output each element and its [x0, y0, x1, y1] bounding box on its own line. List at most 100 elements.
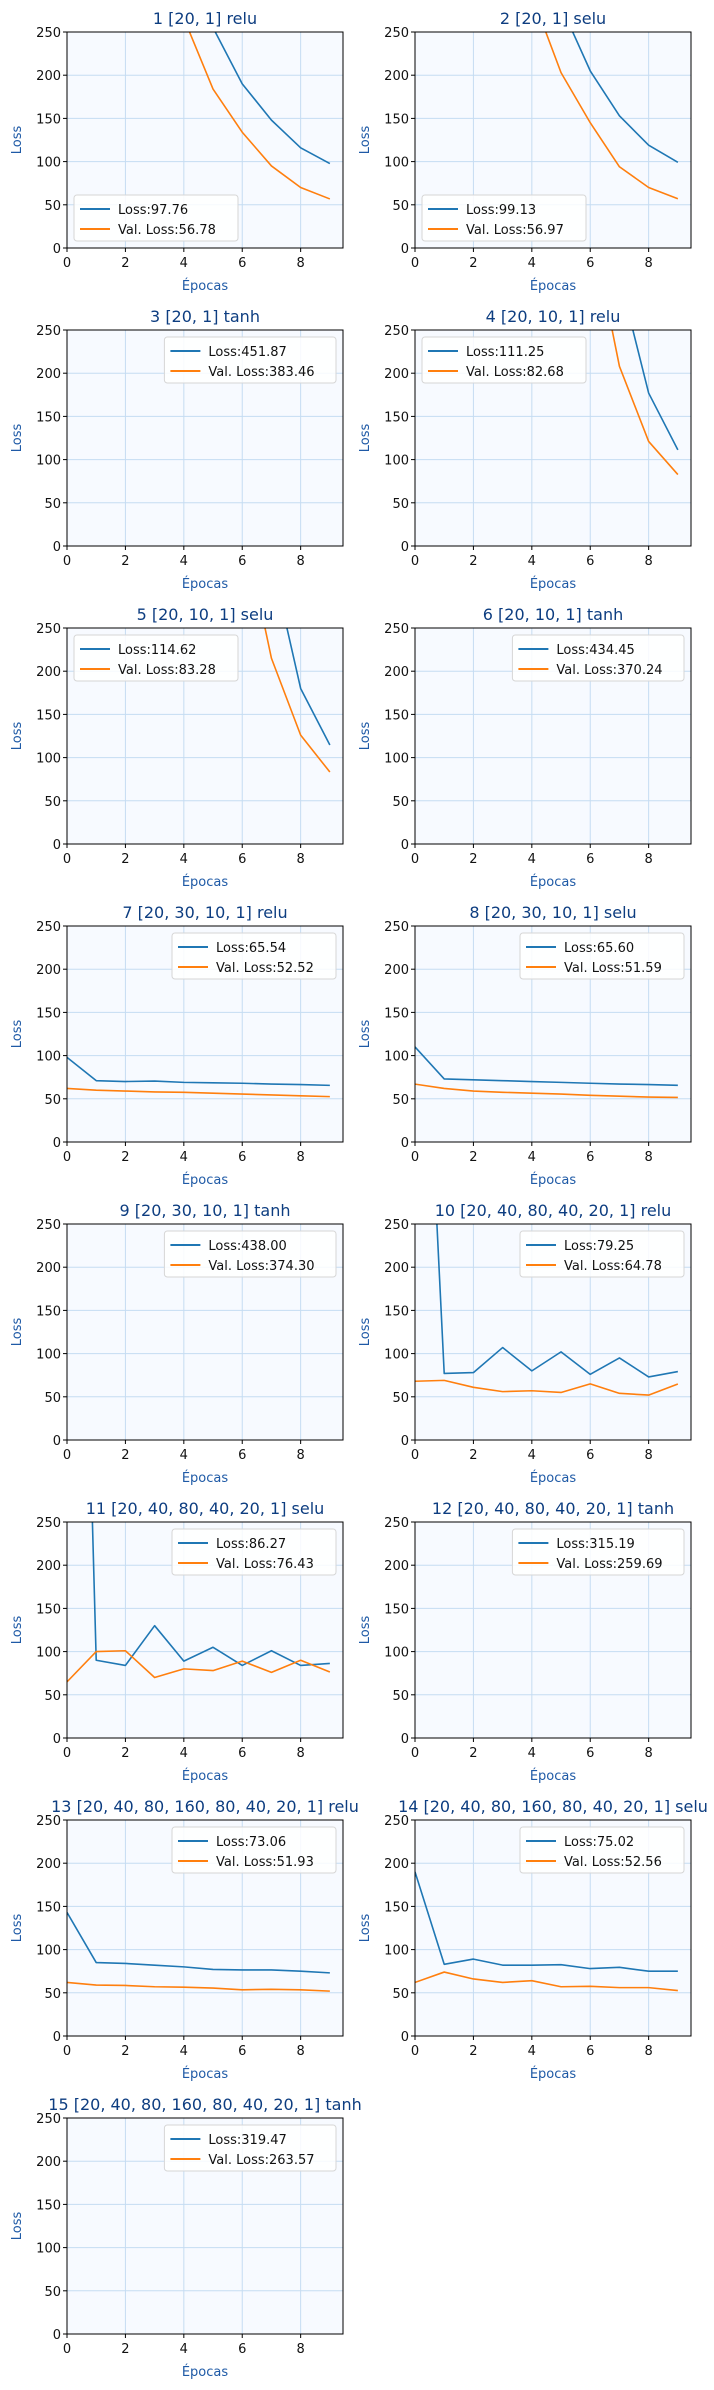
- legend-label: Loss:97.76: [118, 203, 188, 218]
- legend-box: [163, 2124, 337, 2172]
- x-axis-label: Épocas: [182, 1172, 229, 1188]
- axes-frame: [414, 1819, 692, 2037]
- val-loss-line: [188, 32, 331, 200]
- x-tick-label: 6: [238, 2044, 246, 2059]
- x-tick-label: 6: [586, 1448, 594, 1463]
- legend-label: Loss:315.19: [556, 1537, 634, 1552]
- x-tick-label: 6: [238, 256, 246, 271]
- legend-label: Val. Loss:383.46: [208, 365, 314, 380]
- subplot-title: 15 [20, 40, 80, 160, 80, 40, 20, 1] tanh: [48, 2095, 361, 2114]
- subplot-title: 1 [20, 1] relu: [153, 9, 257, 28]
- x-tick-label: 4: [180, 256, 188, 271]
- legend-label: Val. Loss:374.30: [208, 1259, 314, 1274]
- axes-frame: [66, 925, 344, 1143]
- x-axis-label: Épocas: [530, 576, 577, 592]
- legend-label: Val. Loss:51.59: [564, 961, 662, 976]
- x-axis-label: Épocas: [182, 1470, 229, 1486]
- y-axis-label: Loss: [10, 1914, 25, 1943]
- y-tick-label: 0: [53, 2328, 61, 2343]
- loss-line: [415, 1871, 678, 1972]
- y-tick-label: 50: [392, 795, 409, 810]
- x-tick-label: 2: [121, 1448, 129, 1463]
- y-tick-label: 200: [36, 1559, 61, 1574]
- axes-frame: [414, 1223, 692, 1441]
- y-axis-label: Loss: [10, 1616, 25, 1645]
- x-tick-label: 6: [586, 554, 594, 569]
- x-axis-label: Épocas: [530, 278, 577, 294]
- x-axis-label: Épocas: [530, 1768, 577, 1784]
- subplot-12: 0 2 4 6 8 0 50 100 150 200 250 12 [20, 40, 80, 40, …: [358, 1499, 692, 1784]
- x-axis-label: Épocas: [182, 278, 229, 294]
- y-tick-label: 50: [44, 1093, 61, 1108]
- y-tick-label: 50: [44, 1987, 61, 2002]
- y-axis-label: Loss: [358, 1020, 373, 1049]
- legend-box: [519, 932, 685, 980]
- y-tick-label: 0: [53, 1732, 61, 1747]
- x-tick-label: 8: [645, 1448, 653, 1463]
- y-tick-label: 100: [36, 1944, 61, 1959]
- legend-label: Loss:434.45: [556, 643, 634, 658]
- subplot-9: 0 2 4 6 8 0 50 100 150 200 250 9 [20, 30, 10, 1] ta…: [10, 1201, 344, 1486]
- val-loss-line: [67, 1981, 330, 1992]
- x-tick-label: 8: [297, 256, 305, 271]
- x-tick-label: 8: [645, 852, 653, 867]
- y-tick-label: 150: [36, 410, 61, 425]
- axes-frame: [414, 1521, 692, 1739]
- y-tick-label: 200: [384, 1261, 409, 1276]
- legend-label: Val. Loss:370.24: [556, 663, 662, 678]
- y-tick-label: 200: [36, 69, 61, 84]
- legend: Loss:75.02 Val. Loss:52.56: [519, 1826, 685, 1874]
- subplot-11: 0 2 4 6 8 0 50 100 150 200 250 11 [20, 40, 80, 40, …: [10, 1499, 344, 1784]
- y-tick-label: 100: [36, 1348, 61, 1363]
- x-tick-label: 0: [411, 2044, 419, 2059]
- x-tick-label: 2: [121, 1150, 129, 1165]
- subplot-title: 3 [20, 1] tanh: [150, 307, 260, 326]
- x-tick-label: 6: [586, 1150, 594, 1165]
- legend-label: Loss:438.00: [208, 1239, 286, 1254]
- legend-label: Loss:319.47: [208, 2133, 286, 2148]
- x-axis-label: Épocas: [182, 576, 229, 592]
- x-tick-label: 6: [238, 1448, 246, 1463]
- legend-label: Val. Loss:56.78: [118, 223, 216, 238]
- x-tick-label: 0: [411, 1746, 419, 1761]
- subplot-5: 0 2 4 6 8 0 50 100 150 200 250 5 [20, 10, 1] selu Ép…: [10, 605, 344, 890]
- x-tick-label: 2: [469, 1150, 477, 1165]
- legend: Loss:86.27 Val. Loss:76.43: [171, 1528, 337, 1576]
- x-tick-label: 0: [63, 1150, 71, 1165]
- y-tick-label: 0: [53, 1136, 61, 1151]
- x-tick-label: 8: [297, 2044, 305, 2059]
- legend-box: [163, 336, 337, 384]
- y-tick-label: 200: [384, 665, 409, 680]
- x-tick-label: 0: [411, 852, 419, 867]
- y-tick-label: 50: [44, 199, 61, 214]
- y-tick-label: 100: [384, 454, 409, 469]
- y-axis-label: Loss: [10, 424, 25, 453]
- x-tick-label: 4: [180, 554, 188, 569]
- legend-box: [171, 1826, 337, 1874]
- x-tick-label: 6: [238, 1746, 246, 1761]
- x-axis-label: Épocas: [182, 2364, 229, 2380]
- x-tick-label: 0: [63, 256, 71, 271]
- legend-label: Val. Loss:263.57: [208, 2153, 314, 2168]
- subplot-title: 12 [20, 40, 80, 40, 20, 1] tanh: [432, 1499, 674, 1518]
- series-group: [415, 1871, 678, 1992]
- y-tick-label: 100: [384, 1348, 409, 1363]
- y-tick-label: 50: [44, 2285, 61, 2300]
- y-tick-label: 0: [401, 540, 409, 555]
- legend-label: Loss:75.02: [564, 1835, 634, 1850]
- legend-box: [163, 1230, 337, 1278]
- x-tick-label: 0: [63, 554, 71, 569]
- x-axis-label: Épocas: [182, 1768, 229, 1784]
- y-tick-label: 0: [401, 1732, 409, 1747]
- val-loss-line: [544, 32, 679, 200]
- axes-frame: [66, 1819, 344, 2037]
- y-tick-label: 250: [36, 324, 61, 339]
- x-tick-label: 2: [121, 256, 129, 271]
- y-tick-label: 200: [384, 1857, 409, 1872]
- y-tick-label: 50: [392, 199, 409, 214]
- x-tick-label: 6: [238, 1150, 246, 1165]
- y-tick-label: 50: [392, 1391, 409, 1406]
- y-tick-label: 0: [53, 1434, 61, 1449]
- x-axis-label: Épocas: [530, 2066, 577, 2082]
